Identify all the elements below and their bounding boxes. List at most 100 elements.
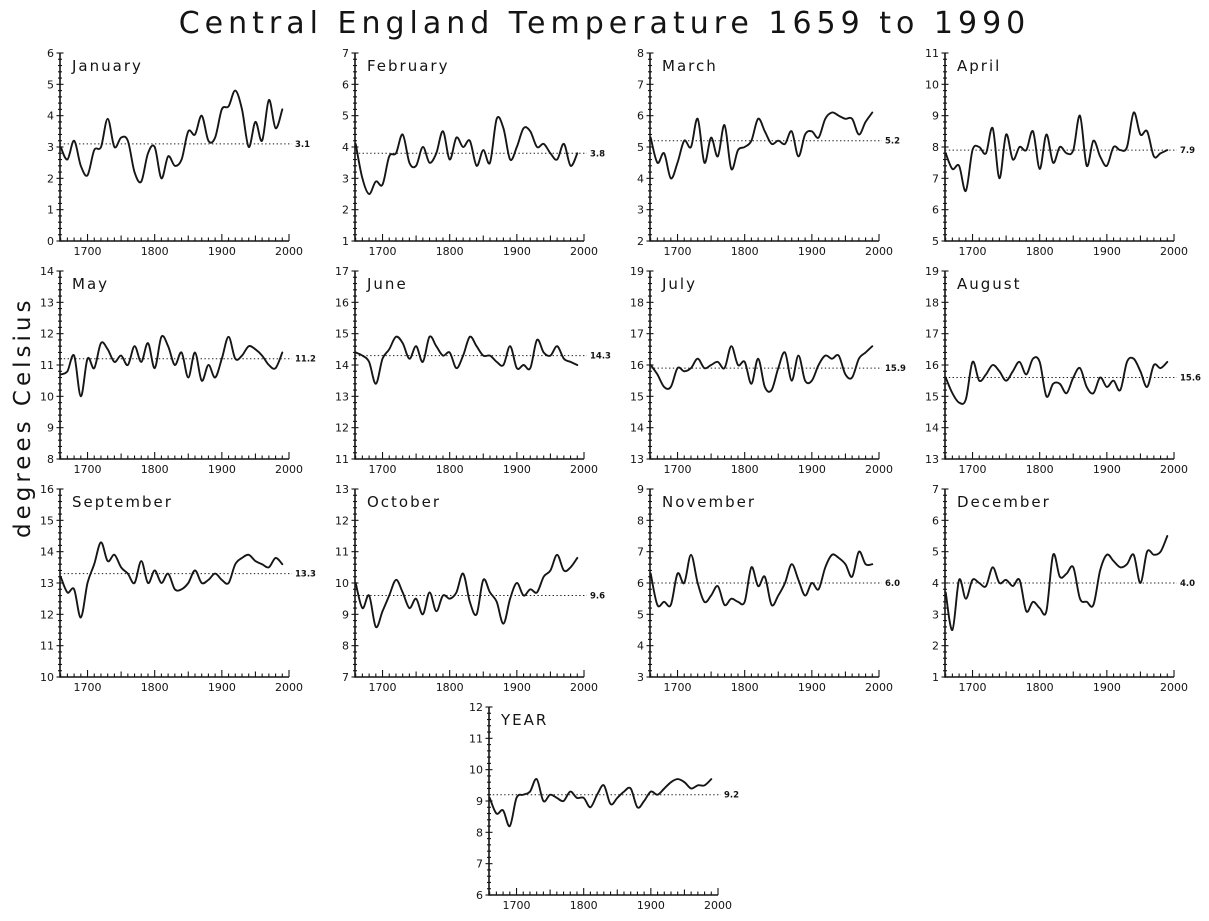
x-tick-label: 1700 [664,681,692,694]
subplot-title: YEAR [500,711,548,729]
y-tick-label: 11 [469,732,483,745]
subplot-november: 3 4 5 6 7 8 9 1700 1800 1900 2000 6.0 November [637,483,900,694]
mean-value-label: 14.3 [590,352,611,362]
y-tick-label: 6 [476,889,483,902]
x-tick-label: 1700 [664,245,692,258]
subplot-title: April [957,57,1001,75]
y-tick-label: 7 [637,78,644,91]
x-tick-label: 1700 [959,681,987,694]
x-tick-label: 2000 [570,245,598,258]
y-tick-label: 16 [925,359,939,372]
subplot-march: 2 3 4 5 6 7 8 1700 1800 1900 2000 5.2 March [637,47,900,258]
x-tick-label: 1900 [503,463,531,476]
mean-value-label: 5.2 [885,137,900,147]
y-tick-label: 13 [40,577,54,590]
subplot-title: November [662,493,756,511]
x-tick-label: 2000 [1160,245,1188,258]
y-tick-label: 7 [637,546,644,559]
y-tick-label: 11 [40,359,54,372]
y-tick-label: 16 [335,296,349,309]
y-tick-label: 8 [637,47,644,60]
y-tick-label: 6 [932,204,939,217]
x-tick-label: 1900 [637,899,665,912]
series-line [59,334,284,398]
y-tick-label: 13 [335,483,349,496]
x-tick-label: 1900 [798,463,826,476]
subplot-june: 11 12 13 14 15 16 17 1700 1800 1900 2000 14.3 June [335,265,611,476]
x-tick-label: 2000 [275,463,303,476]
axes [354,271,584,460]
y-tick-label: 3 [637,671,644,684]
y-tick-label: 7 [342,671,349,684]
mean-value-label: 4.0 [1180,579,1195,589]
y-tick-label: 15 [40,514,54,527]
y-tick-label: 2 [637,235,644,248]
series-line [944,535,1169,631]
subplot-title: February [367,57,449,75]
axes [59,53,289,242]
y-tick-label: 4 [637,640,644,653]
axes [59,489,289,678]
y-tick-label: 18 [925,296,939,309]
y-tick-label: 10 [469,764,483,777]
y-tick-label: 9 [637,483,644,496]
y-tick-label: 14 [630,422,644,435]
panel-june: 11 12 13 14 15 16 17 1700 1800 1900 2000 14.3 June [323,263,618,481]
x-tick-label: 1900 [798,245,826,258]
x-tick-label: 1800 [570,899,598,912]
y-tick-label: 7 [932,172,939,185]
series-line [354,335,579,385]
x-tick-label: 1700 [369,681,397,694]
subplot-title: January [71,57,143,75]
y-tick-label: 14 [925,422,939,435]
panel-year: 6 7 8 9 10 11 12 1700 1800 1900 2000 9.2 YEAR [457,699,752,917]
y-tick-label: 13 [40,296,54,309]
y-tick-label: 5 [47,78,54,91]
x-tick-label: 2000 [865,463,893,476]
x-tick-label: 1800 [436,463,464,476]
x-tick-label: 1800 [436,681,464,694]
y-tick-label: 13 [630,453,644,466]
x-tick-label: 1700 [74,463,102,476]
y-tick-label: 12 [335,422,349,435]
panel-november: 3 4 5 6 7 8 9 1700 1800 1900 2000 6.0 November [618,481,913,699]
panel-april: 5 6 7 8 9 10 11 1700 1800 1900 2000 7.9 April [913,45,1208,263]
series-line [354,553,579,629]
x-tick-label: 1800 [731,681,759,694]
y-tick-label: 1 [932,671,939,684]
y-tick-label: 9 [342,608,349,621]
y-tick-label: 11 [925,47,939,60]
y-tick-label: 5 [637,141,644,154]
x-tick-label: 1800 [141,681,169,694]
mean-value-label: 3.8 [590,149,605,159]
panel-may: 8 9 10 11 12 13 14 1700 1800 1900 2000 11.2 May [28,263,323,481]
x-tick-label: 1700 [664,463,692,476]
mean-value-label: 6.0 [885,579,900,589]
panel-january: 0 1 2 3 4 5 6 1700 1800 1900 2000 3.1 January [28,45,323,263]
y-tick-label: 19 [630,265,644,278]
y-tick-label: 8 [637,514,644,527]
y-tick-label: 1 [342,235,349,248]
x-tick-label: 1700 [369,463,397,476]
y-tick-label: 6 [932,514,939,527]
y-tick-label: 18 [630,296,644,309]
series-line [944,111,1169,192]
subplot-september: 10 11 12 13 14 15 16 1700 1800 1900 2000 13.3 Septem… [40,483,316,694]
x-tick-label: 1900 [1093,681,1121,694]
x-tick-label: 1800 [436,245,464,258]
x-tick-label: 1900 [503,245,531,258]
y-tick-label: 19 [925,265,939,278]
y-tick-label: 5 [932,235,939,248]
y-tick-label: 10 [40,390,54,403]
subplot-december: 1 2 3 4 5 6 7 1700 1800 1900 2000 4.0 December [932,483,1195,694]
subplot-april: 5 6 7 8 9 10 11 1700 1800 1900 2000 7.9 April [925,47,1195,258]
y-tick-label: 10 [925,78,939,91]
y-tick-label: 3 [932,608,939,621]
y-tick-label: 5 [932,546,939,559]
x-tick-label: 1800 [1026,463,1054,476]
y-tick-label: 14 [335,359,349,372]
y-tick-label: 17 [630,328,644,341]
x-tick-label: 1900 [1093,245,1121,258]
subplot-title: June [366,275,408,293]
x-tick-label: 1700 [959,463,987,476]
